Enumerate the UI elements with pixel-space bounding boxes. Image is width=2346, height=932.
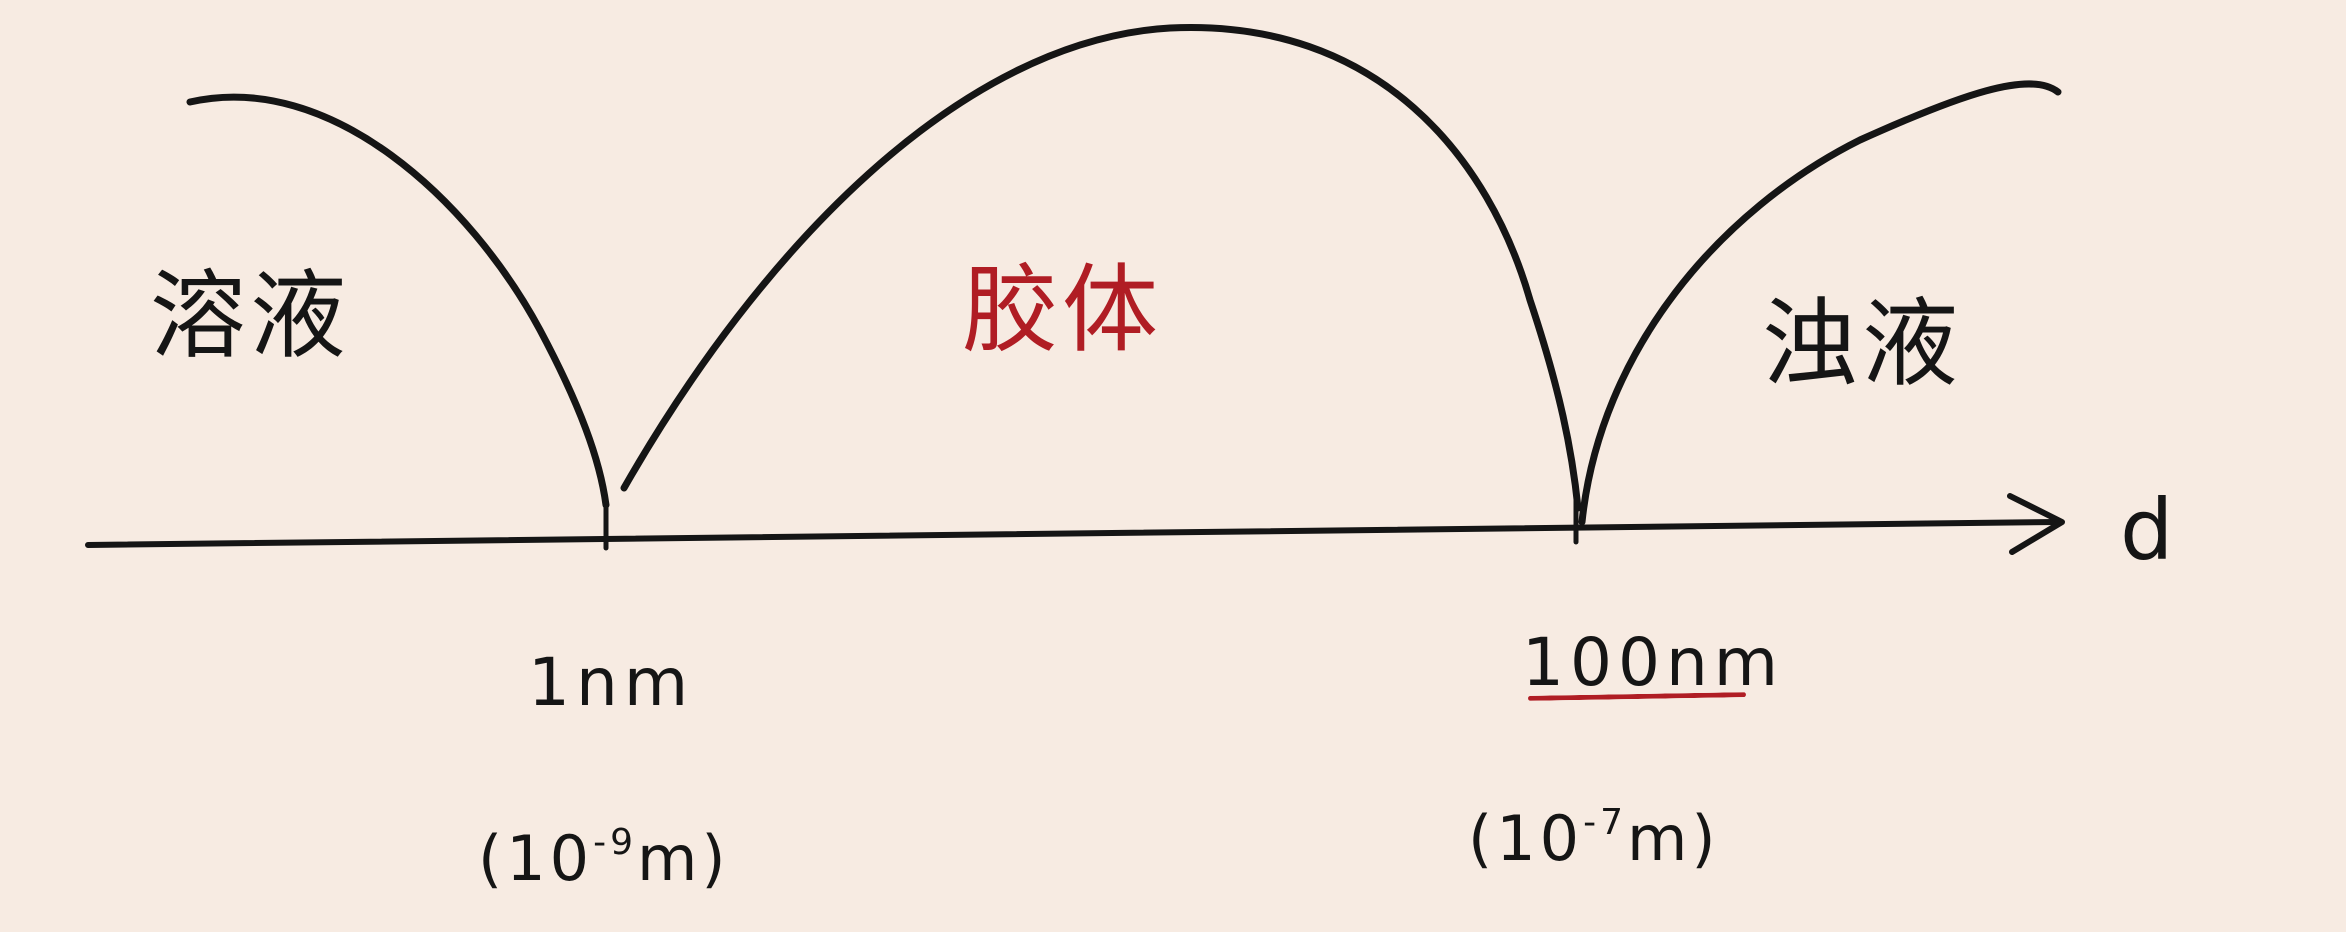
d-axis-arrowhead	[2007, 493, 2065, 555]
sci-label-1nm: (10-9m)	[478, 822, 730, 895]
sci-label-1nm-exponent: -9	[593, 822, 637, 863]
suspension-region-arc	[1578, 80, 2062, 526]
d-axis-line	[85, 519, 2061, 548]
suspension-label: 浊液	[1762, 288, 1962, 400]
colloid-region-arc	[620, 24, 1582, 512]
tick-label-100nm: 100nm	[1522, 624, 1785, 701]
sci-label-100nm: (10-7m)	[1468, 802, 1720, 875]
solution-region-arc	[186, 93, 610, 509]
sci-label-100nm-exponent: -7	[1583, 802, 1627, 843]
colloid-label: 胶体	[962, 254, 1162, 366]
tick-label-1nm: 1nm	[528, 644, 695, 721]
solution-label: 溶液	[150, 260, 350, 372]
d-axis-label: d	[2120, 481, 2174, 579]
